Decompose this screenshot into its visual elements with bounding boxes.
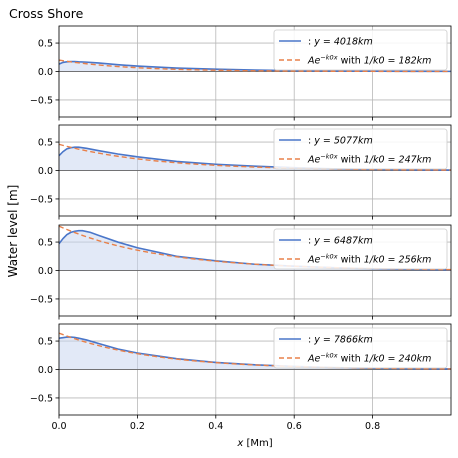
legend-label-fit: Ae−k0x with 1/k0 = 240km bbox=[307, 352, 431, 365]
x-axis-label-var: x bbox=[236, 438, 243, 449]
legend-label-fit-math: 1/k0 = 247km bbox=[364, 155, 432, 166]
y-tick-label: 0.5 bbox=[38, 337, 53, 348]
legend-label-measured-math: y = 7866km bbox=[313, 335, 373, 346]
fit-line bbox=[59, 143, 451, 171]
y-tick-label: 0.5 bbox=[38, 138, 53, 149]
legend-box bbox=[273, 128, 448, 170]
legend-label-fit-math: 1/k0 = 182km bbox=[364, 56, 432, 67]
legend-box bbox=[273, 29, 448, 71]
legend-label-fit-amp: Ae bbox=[307, 354, 320, 365]
area-fill bbox=[59, 147, 451, 171]
y-tick-label: −0.5 bbox=[30, 95, 53, 106]
x-tick-label: 0.2 bbox=[130, 421, 145, 432]
legend-label-fit-amp: Ae bbox=[307, 255, 320, 266]
legend-label-fit-exponent: −k0x bbox=[320, 54, 337, 62]
y-tick-label: 0.0 bbox=[38, 365, 53, 376]
legend-label-fit-with: with bbox=[338, 255, 364, 266]
x-tick-label: 0.6 bbox=[287, 421, 302, 432]
y-tick-label: 0.5 bbox=[38, 238, 53, 249]
legend-box bbox=[273, 228, 448, 270]
x-axis-label: x [Mm] bbox=[236, 438, 272, 449]
legend-label-fit-exponent: −k0x bbox=[320, 352, 337, 360]
y-tick-label: −0.5 bbox=[30, 393, 53, 404]
y-tick-label: −0.5 bbox=[30, 194, 53, 205]
legend-label-fit: Ae−k0x with 1/k0 = 182km bbox=[307, 54, 431, 67]
legend-label-fit-with: with bbox=[338, 155, 364, 166]
x-tick-label: 0.0 bbox=[51, 421, 66, 432]
y-tick-label: 0.0 bbox=[38, 67, 53, 78]
legend: : y = 7866km Ae−k0x with 1/k0 = 240km bbox=[273, 327, 448, 369]
legend-label-measured-prefix: : bbox=[308, 37, 314, 48]
legend-label-measured: : y = 5077km bbox=[308, 136, 373, 147]
legend-label-fit-exponent: −k0x bbox=[320, 153, 337, 161]
y-tick-label: 0.0 bbox=[38, 166, 53, 177]
legend-label-measured-math: y = 6487km bbox=[313, 236, 373, 247]
x-tick-label: 0.4 bbox=[208, 421, 223, 432]
legend-label-measured: : y = 6487km bbox=[308, 236, 373, 247]
area-fill bbox=[59, 230, 451, 271]
y-tick-label: 0.0 bbox=[38, 266, 53, 277]
fit-line bbox=[59, 59, 451, 73]
y-tick-label: 0.5 bbox=[38, 39, 53, 50]
panel-4: 0.0 0.2 0.4 0.6 0.80.50.0−0.5: y = 7866kmAe−… bbox=[30, 323, 452, 432]
legend-label-measured-prefix: : bbox=[308, 236, 314, 247]
legend-label-fit-exponent: −k0x bbox=[320, 253, 337, 261]
y-tick-label: −0.5 bbox=[30, 294, 53, 305]
legend-label-measured-prefix: : bbox=[308, 136, 314, 147]
figure-title: Cross Shore bbox=[9, 6, 84, 21]
legend-label-fit-math: 1/k0 = 256km bbox=[364, 255, 432, 266]
area-fill bbox=[59, 337, 451, 370]
legend-label-fit: Ae−k0x with 1/k0 = 247km bbox=[307, 153, 431, 166]
legend-label-measured-math: y = 4018km bbox=[313, 37, 373, 48]
legend: : y = 5077km Ae−k0x with 1/k0 = 247km bbox=[273, 128, 448, 170]
legend-label-measured: : y = 7866km bbox=[308, 335, 373, 346]
legend-label-fit-math: 1/k0 = 240km bbox=[364, 354, 432, 365]
legend: : y = 6487km Ae−k0x with 1/k0 = 256km bbox=[273, 228, 448, 270]
legend-label-fit-with: with bbox=[338, 354, 364, 365]
x-tick-label: 0.8 bbox=[365, 421, 380, 432]
legend-label-measured: : y = 4018km bbox=[308, 37, 373, 48]
legend: : y = 4018km Ae−k0x with 1/k0 = 182km bbox=[273, 29, 448, 71]
y-axis-label: Water level [m] bbox=[6, 185, 20, 278]
legend-label-fit-amp: Ae bbox=[307, 155, 320, 166]
legend-label-fit-amp: Ae bbox=[307, 56, 320, 67]
x-axis-label-unit: [Mm] bbox=[243, 438, 272, 449]
legend-label-fit: Ae−k0x with 1/k0 = 256km bbox=[307, 253, 431, 266]
legend-box bbox=[273, 327, 448, 369]
legend-label-measured-prefix: : bbox=[308, 335, 314, 346]
legend-label-fit-with: with bbox=[338, 56, 364, 67]
legend-label-measured-math: y = 5077km bbox=[313, 136, 373, 147]
